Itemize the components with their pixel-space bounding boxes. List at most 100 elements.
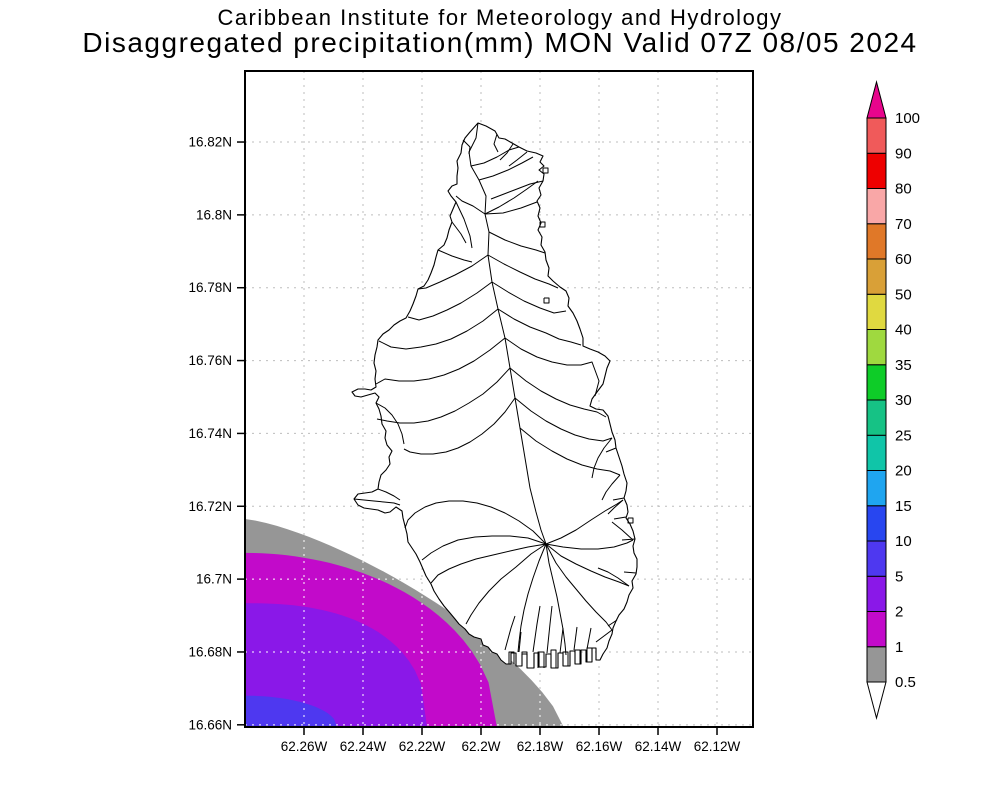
lon-tick-label: 62.26W bbox=[281, 739, 328, 754]
watershed-boundary bbox=[455, 201, 473, 249]
colorbar-segment bbox=[866, 188, 887, 225]
coastal-strip bbox=[521, 651, 528, 666]
colorbar-segment bbox=[866, 399, 887, 436]
watershed-boundary bbox=[490, 180, 544, 200]
lat-tick-label: 16.68N bbox=[188, 644, 232, 659]
watershed-boundary bbox=[437, 249, 473, 263]
page-title-institution: Caribbean Institute for Meteorology and … bbox=[217, 5, 783, 30]
lon-tick-label: 62.14W bbox=[635, 739, 682, 754]
watershed-boundary bbox=[404, 500, 547, 545]
page-title-product: Disaggregated precipitation(mm) MON Vali… bbox=[82, 27, 918, 58]
watershed-boundary bbox=[545, 543, 567, 656]
colorbar-segment bbox=[866, 258, 887, 295]
watershed-boundary bbox=[487, 254, 559, 289]
watershed-boundary bbox=[591, 437, 613, 479]
colorbar-label: 70 bbox=[895, 216, 912, 233]
axes: 16.82N 16.8N 16.78N 16.76N 16.74N 16.72N 16.7N… bbox=[188, 135, 740, 754]
watershed-boundary bbox=[623, 571, 637, 574]
coastal-strip bbox=[586, 647, 593, 662]
colorbar-label: 35 bbox=[895, 357, 912, 374]
precip-band-2-5mm bbox=[245, 603, 427, 727]
coastal-strip bbox=[542, 167, 549, 174]
island-coastline bbox=[351, 122, 638, 669]
watershed-boundary bbox=[595, 629, 613, 643]
colorbar-segment bbox=[866, 470, 887, 507]
colorbar-segment bbox=[866, 611, 887, 648]
lat-tick-label: 16.66N bbox=[188, 717, 232, 732]
colorbar-segment bbox=[866, 152, 887, 189]
lat-tick-label: 16.72N bbox=[188, 499, 232, 514]
lon-tick-label: 62.2W bbox=[461, 739, 500, 754]
lon-tick-label: 62.16W bbox=[576, 739, 623, 754]
watershed-boundary bbox=[375, 402, 405, 445]
watershed-boundary bbox=[586, 627, 592, 650]
watershed-boundary bbox=[403, 397, 516, 455]
watershed-boundary bbox=[462, 139, 471, 155]
island-montserrat bbox=[351, 122, 638, 669]
colorbar-label: 30 bbox=[895, 392, 912, 409]
watershed-boundary bbox=[493, 133, 499, 153]
watershed-boundary bbox=[612, 497, 625, 501]
colorbar-label: 15 bbox=[895, 498, 912, 515]
watershed-boundary bbox=[532, 605, 541, 653]
watershed-boundary bbox=[407, 281, 493, 321]
coastal-strip bbox=[562, 651, 569, 666]
watershed-boundary bbox=[545, 539, 634, 550]
watershed-boundary bbox=[484, 180, 539, 215]
lat-tick-label: 16.82N bbox=[188, 135, 232, 150]
watershed-boundary bbox=[607, 619, 618, 627]
lon-tick-label: 62.22W bbox=[399, 739, 446, 754]
colorbar-segment bbox=[866, 223, 887, 260]
watershed-boundary bbox=[514, 397, 613, 442]
watershed-boundary bbox=[601, 474, 621, 501]
watershed-boundary bbox=[613, 516, 627, 520]
watershed-boundary bbox=[573, 626, 578, 651]
watershed-boundary bbox=[375, 337, 506, 385]
watershed-boundary bbox=[504, 337, 600, 397]
coastal-catchment-strips bbox=[508, 167, 634, 668]
watershed-boundary bbox=[478, 156, 534, 181]
watershed-boundary bbox=[559, 627, 564, 654]
watershed-boundary bbox=[519, 427, 621, 476]
watershed-boundary bbox=[376, 367, 511, 424]
lat-tick-label: 16.78N bbox=[188, 280, 232, 295]
plot-frame bbox=[244, 70, 754, 728]
watershed-boundary bbox=[607, 499, 624, 515]
watershed-boundaries bbox=[353, 122, 637, 656]
colorbar-label: 40 bbox=[895, 322, 912, 339]
lat-tick-label: 16.76N bbox=[188, 353, 232, 368]
colorbar-label: 5 bbox=[895, 568, 903, 585]
coastal-strip bbox=[627, 517, 634, 524]
watershed-boundary bbox=[353, 498, 401, 506]
colorbar-label: 10 bbox=[895, 533, 912, 550]
colorbar-segment bbox=[866, 293, 887, 330]
colorbar-label: 90 bbox=[895, 145, 912, 162]
colorbar-segment bbox=[866, 329, 887, 366]
coastal-strip bbox=[574, 649, 581, 664]
colorbar-arrow-below-min bbox=[866, 681, 887, 720]
coastal-strip bbox=[508, 651, 515, 664]
watershed-boundary bbox=[621, 538, 636, 541]
watershed-boundary bbox=[499, 143, 514, 161]
watershed-boundary bbox=[508, 151, 528, 167]
watershed-boundary bbox=[517, 543, 547, 653]
colorbar-label: 60 bbox=[895, 251, 912, 268]
watershed-boundary bbox=[611, 521, 634, 541]
colorbar-segment bbox=[866, 540, 887, 577]
watershed-boundary bbox=[455, 195, 486, 215]
precipitation-bands bbox=[245, 519, 564, 727]
watershed-boundary bbox=[545, 499, 624, 545]
watershed-boundary bbox=[491, 281, 567, 314]
watershed-boundary bbox=[377, 488, 401, 501]
watershed-boundary bbox=[545, 543, 613, 631]
colorbar-segment bbox=[866, 434, 887, 471]
colorbar-label: 100 bbox=[895, 110, 920, 127]
coastal-strip bbox=[537, 651, 545, 668]
watershed-boundary bbox=[470, 146, 520, 167]
watershed-boundary bbox=[546, 605, 553, 654]
watershed-boundary bbox=[378, 308, 499, 350]
colorbar-label: 80 bbox=[895, 181, 912, 198]
watershed-boundary bbox=[518, 631, 522, 653]
